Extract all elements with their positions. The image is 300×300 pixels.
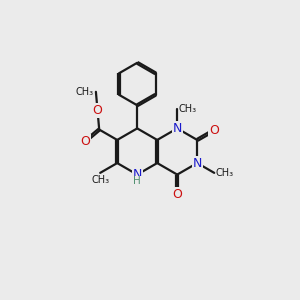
Text: N: N (172, 122, 182, 135)
Text: CH₃: CH₃ (215, 168, 233, 178)
Text: O: O (80, 135, 90, 148)
Text: O: O (93, 104, 103, 117)
Text: CH₃: CH₃ (91, 175, 109, 185)
Text: O: O (209, 124, 219, 136)
Text: N: N (133, 168, 142, 181)
Text: CH₃: CH₃ (76, 87, 94, 97)
Text: N: N (193, 157, 202, 169)
Text: CH₃: CH₃ (178, 104, 196, 114)
Text: H: H (133, 176, 141, 186)
Text: O: O (172, 188, 182, 201)
